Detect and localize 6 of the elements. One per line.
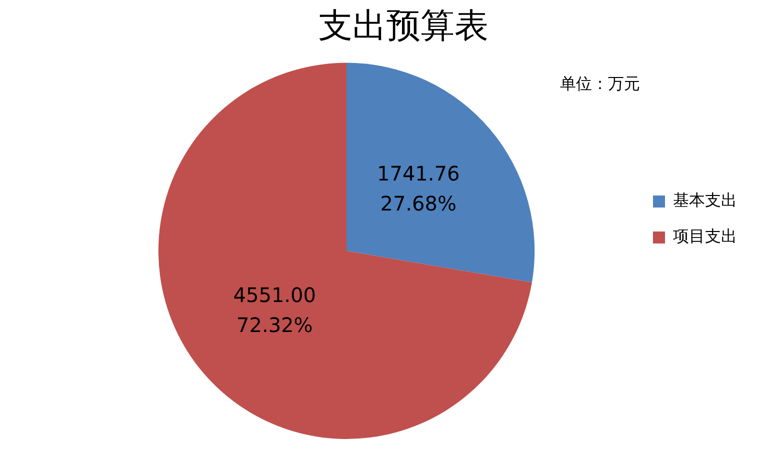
data-label: 1741.76 27.68% [377, 161, 460, 216]
chart-title: 支出预算表 [318, 6, 488, 46]
legend-label: 项目支出 [673, 226, 737, 246]
legend-label: 基本支出 [673, 190, 737, 210]
data-label: 4551.00 72.32% [233, 282, 316, 337]
text: 单位：万元 [560, 74, 640, 94]
